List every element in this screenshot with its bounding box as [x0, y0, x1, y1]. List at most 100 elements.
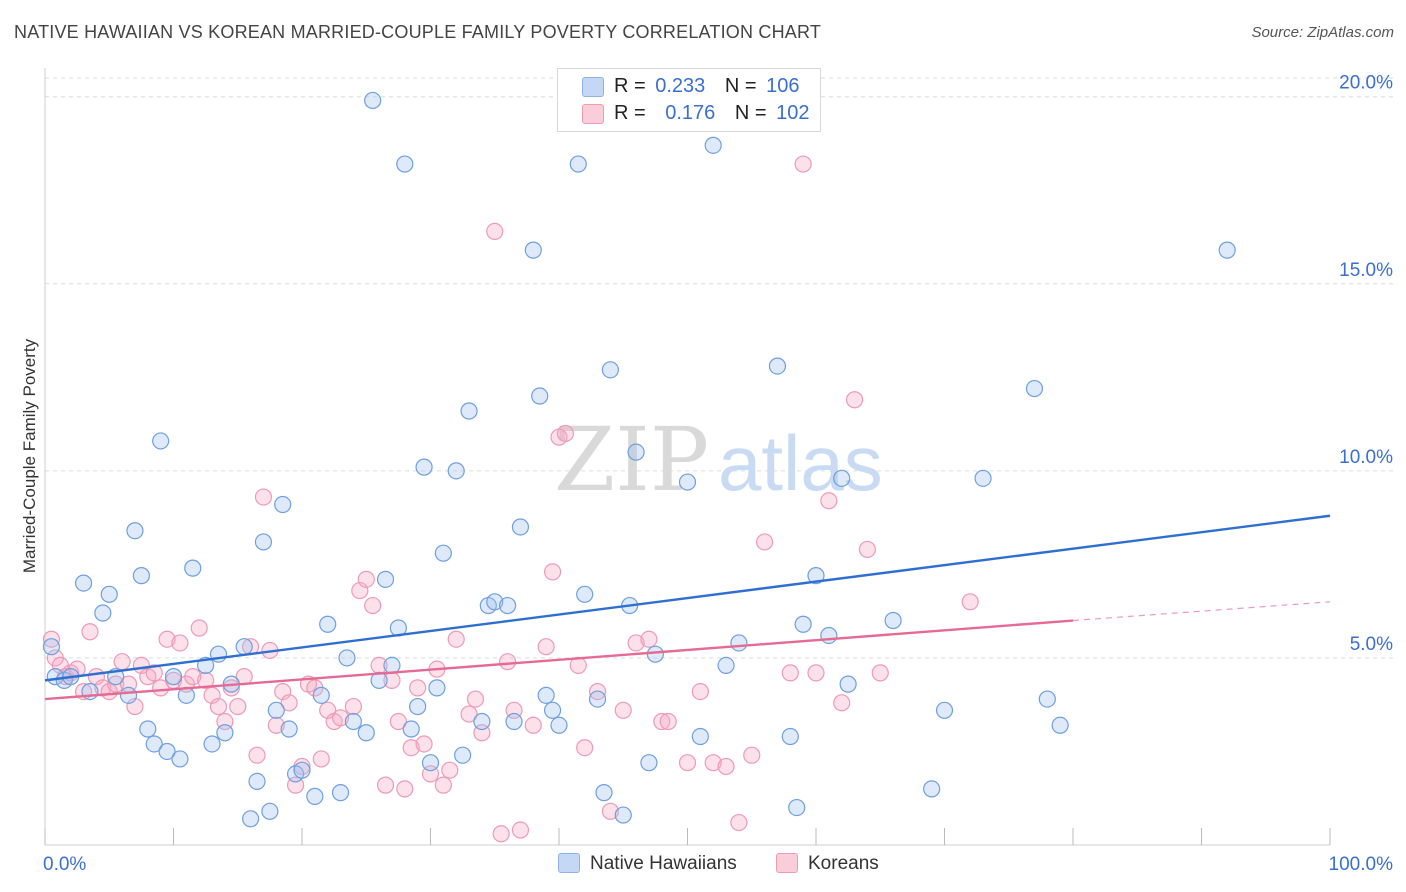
point-native-hawaiian [447, 462, 465, 480]
trend-line-koreans [44, 619, 1074, 701]
watermark-zip: ZIP [554, 408, 709, 511]
point-native-hawaiian [1038, 690, 1056, 708]
legend-r-label: R = [614, 75, 646, 97]
point-native-hawaiian [235, 638, 253, 656]
point-native-hawaiian [396, 155, 414, 173]
point-native-hawaiian [42, 638, 61, 656]
gridlines [45, 77, 1395, 659]
point-native-hawaiian [319, 615, 337, 633]
point-native-hawaiian [434, 544, 452, 562]
point-native-hawaiian [627, 443, 645, 461]
point-native-hawaiian [164, 668, 183, 686]
point-native-hawaiian [1051, 716, 1069, 734]
y-tick-label: 5.0% [1350, 634, 1393, 655]
point-native-hawaiian [74, 574, 93, 592]
point-korean [601, 802, 620, 820]
point-native-hawaiian [576, 585, 594, 603]
legend-r-value: 0.233 [655, 75, 706, 97]
legend-r-value: 0.176 [665, 102, 716, 124]
point-korean [492, 825, 510, 843]
point-native-hawaiian [486, 593, 504, 611]
tick-labels: 5.0% 10.0% 15.0% 20.0% 0.0% 100.0% [43, 73, 1393, 875]
point-korean [331, 709, 350, 727]
axes [44, 68, 1331, 846]
point-native-hawaiian [691, 727, 709, 746]
y-tick-label: 20.0% [1339, 73, 1393, 94]
point-korean [145, 664, 163, 682]
x-tick-label: 0.0% [43, 854, 86, 875]
point-native-hawaiian [145, 735, 163, 753]
bottom-legend-native-hawaiians: Native Hawaiians [590, 853, 737, 874]
point-native-hawaiian [678, 473, 697, 491]
legend-box: R = 0.233 N = 106 R = 0.176 N = 102 [557, 68, 821, 132]
point-native-hawaiian [614, 806, 632, 824]
point-native-hawaiian [935, 701, 954, 719]
y-tick-label: 15.0% [1339, 260, 1393, 281]
point-native-hawaiian [646, 645, 664, 663]
point-native-hawaiian [499, 596, 517, 615]
point-native-hawaiian [280, 720, 298, 738]
point-korean [344, 697, 362, 716]
point-korean [704, 754, 722, 772]
point-native-hawaiian [788, 798, 806, 817]
legend-n-value: 106 [766, 75, 800, 97]
point-korean [858, 540, 877, 559]
point-native-hawaiian [331, 784, 350, 802]
point-native-hawaiian [357, 724, 375, 742]
point-korean [845, 391, 864, 409]
point-native-hawaiian [974, 469, 992, 487]
point-korean [640, 630, 658, 648]
point-native-hawaiian [531, 387, 549, 405]
point-native-hawaiian [216, 724, 234, 742]
point-native-hawaiian [807, 567, 825, 585]
point-native-hawaiian [537, 686, 555, 704]
legend-swatch-blue [582, 77, 604, 97]
point-korean [781, 664, 799, 682]
point-native-hawaiian [254, 533, 273, 551]
point-korean [209, 697, 228, 716]
point-korean [447, 630, 465, 648]
point-native-hawaiian [126, 522, 144, 540]
point-native-hawaiian [768, 357, 787, 375]
point-native-hawaiian [588, 690, 607, 708]
point-native-hawaiian [376, 570, 395, 588]
point-native-hawaiian [267, 701, 285, 719]
point-korean [871, 664, 889, 682]
trend-line-koreans-extension [1072, 601, 1331, 622]
watermark-atlas: atlas [718, 419, 883, 507]
legend-row-native-hawaiians: R = 0.233 N = 106 [614, 75, 800, 98]
point-korean [415, 735, 433, 753]
point-native-hawaiian [415, 458, 433, 476]
point-korean [614, 701, 632, 719]
source-label: Source: ZipAtlas.com [1251, 24, 1394, 41]
bottom-legend-swatch-blue [558, 853, 580, 873]
point-native-hawaiian [428, 679, 446, 697]
bottom-legend-swatch-pink [776, 853, 798, 873]
point-korean [466, 690, 485, 708]
point-korean [248, 746, 266, 764]
point-native-hawaiian [248, 772, 266, 790]
point-korean [113, 653, 131, 671]
point-native-hawaiian [595, 784, 613, 802]
point-korean [807, 664, 825, 682]
point-native-hawaiian [306, 787, 324, 805]
point-korean [171, 634, 189, 652]
point-native-hawaiian [344, 712, 362, 731]
point-korean [543, 563, 562, 581]
point-korean [434, 776, 452, 794]
point-native-hawaiian [884, 611, 902, 630]
y-tick-label: 10.0% [1339, 447, 1393, 468]
point-native-hawaiian [158, 742, 176, 761]
point-native-hawaiian [640, 754, 658, 772]
point-korean [152, 679, 170, 697]
point-native-hawaiian [524, 241, 542, 259]
point-korean [691, 682, 709, 701]
legend-n-value: 102 [776, 102, 810, 124]
point-korean [267, 716, 285, 734]
bottom-legend-koreans: Koreans [808, 853, 879, 874]
point-korean [794, 155, 812, 173]
point-native-hawaiian [794, 615, 812, 633]
point-native-hawaiian [402, 720, 420, 738]
legend-swatch-pink [582, 104, 604, 124]
